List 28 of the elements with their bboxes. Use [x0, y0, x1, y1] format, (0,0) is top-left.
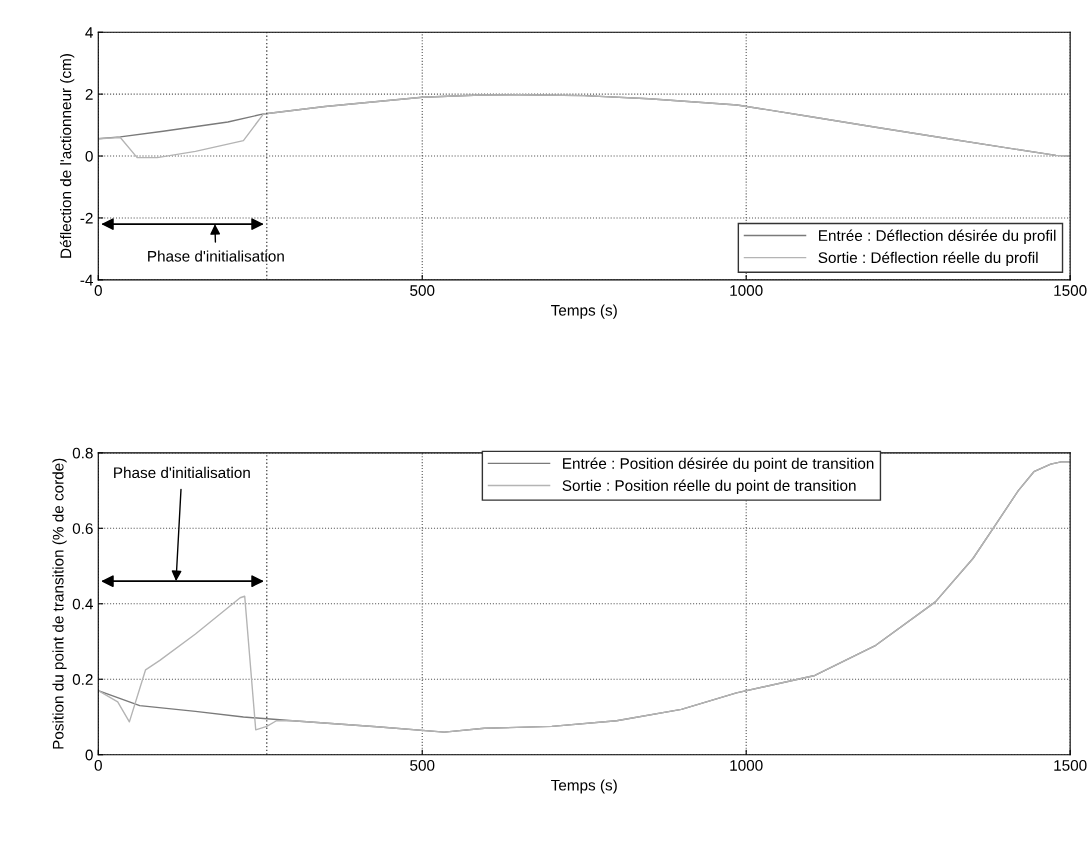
- x-axis-title: Temps (s): [551, 779, 617, 794]
- y-tick-label: 0.2: [72, 674, 93, 685]
- legend-label: Entrée : Déflection désirée du profil: [819, 229, 1056, 245]
- y-tick-label: 0: [85, 749, 93, 761]
- annotation: Phase d'initialisation: [114, 466, 250, 479]
- x-tick-label: 1500: [1054, 759, 1087, 771]
- x-tick-label: 1000: [730, 285, 763, 296]
- y-tick-label: 0.6: [72, 523, 93, 534]
- y-tick-label: -4: [80, 274, 93, 286]
- x-tick-label: 500: [410, 285, 435, 296]
- y-axis-title: Position du point de transition (% de corde): [52, 458, 67, 749]
- y-tick-label: 0.4: [72, 598, 93, 610]
- y-tick-label: 2: [85, 89, 93, 100]
- legend-label: Entrée : Position désirée du point de transition: [563, 457, 874, 472]
- x-tick-label: 0: [94, 285, 102, 296]
- y-axis-title: Déflection de l'actionneur (cm): [59, 54, 75, 258]
- x-tick-label: 1000: [730, 759, 763, 771]
- legend-label: Sortie : Position réelle du point de transition: [562, 479, 856, 495]
- legend-label: Sortie : Déflection réelle du profil: [818, 251, 1038, 267]
- x-tick-label: 0: [94, 759, 102, 771]
- y-tick-label: 4: [85, 27, 93, 38]
- x-tick-label: 1500: [1054, 285, 1087, 296]
- x-tick-label: 500: [410, 759, 435, 771]
- y-tick-label: 0.8: [72, 447, 93, 459]
- y-tick-label: 0: [85, 150, 93, 162]
- annotation: Phase d'initialisation: [148, 250, 284, 262]
- x-axis-title: Temps (s): [551, 304, 617, 319]
- y-tick-label: -2: [80, 212, 93, 224]
